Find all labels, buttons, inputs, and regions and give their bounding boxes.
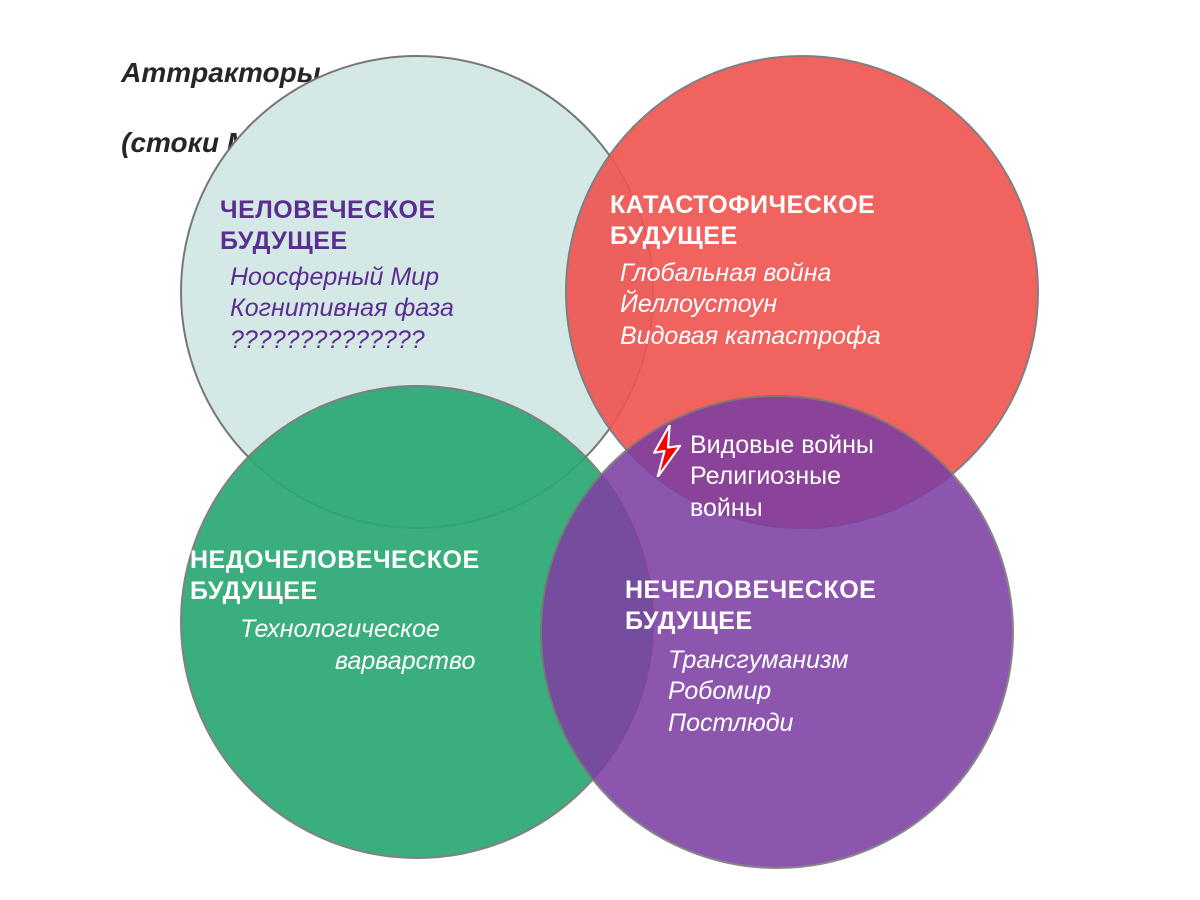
item-catastrophic-0: Глобальная война (620, 259, 831, 287)
lightning-shape (654, 425, 680, 477)
overlap-label: Видовые войны Религиозные войны (690, 430, 874, 524)
title-catastrophic-l1: КАТАСТОФИЧЕСКОЕ (610, 191, 875, 219)
heading-line-1: Аттракторы (121, 57, 321, 88)
overlap-line-1: Религиозные (690, 462, 841, 490)
items-human: Ноосферный Мир Когнитивная фаза ????????… (230, 262, 454, 356)
title-human-l2: БУДУЩЕЕ (220, 227, 348, 255)
diagram-stage: Аттракторы (стоки Миров): ЧЕЛОВЕЧЕСКОЕ Б… (0, 0, 1200, 900)
item-nonhuman-2: Постлюди (668, 709, 793, 737)
items-subhuman-b: варварство (335, 646, 475, 677)
item-human-2: ?????????????? (230, 326, 425, 354)
title-catastrophic-l2: БУДУЩЕЕ (610, 222, 738, 250)
title-nonhuman-l2: БУДУЩЕЕ (625, 607, 753, 635)
item-human-0: Ноосферный Мир (230, 263, 439, 291)
title-subhuman: НЕДОЧЕЛОВЕЧЕСКОЕ БУДУЩЕЕ (190, 545, 480, 608)
item-nonhuman-0: Трансгуманизм (668, 646, 849, 674)
item-human-1: Когнитивная фаза (230, 294, 454, 322)
title-human-l1: ЧЕЛОВЕЧЕСКОЕ (220, 196, 436, 224)
title-subhuman-l2: БУДУЩЕЕ (190, 577, 318, 605)
item-nonhuman-1: Робомир (668, 677, 771, 705)
items-nonhuman: Трансгуманизм Робомир Постлюди (668, 645, 849, 739)
title-nonhuman: НЕЧЕЛОВЕЧЕСКОЕ БУДУЩЕЕ (625, 575, 876, 638)
title-human: ЧЕЛОВЕЧЕСКОЕ БУДУЩЕЕ (220, 195, 436, 258)
title-catastrophic: КАТАСТОФИЧЕСКОЕ БУДУЩЕЕ (610, 190, 875, 253)
item-catastrophic-2: Видовая катастрофа (620, 322, 881, 350)
lightning-icon (650, 425, 686, 477)
title-subhuman-l1: НЕДОЧЕЛОВЕЧЕСКОЕ (190, 546, 480, 574)
item-catastrophic-1: Йеллоустоун (620, 290, 777, 318)
title-nonhuman-l1: НЕЧЕЛОВЕЧЕСКОЕ (625, 576, 876, 604)
overlap-line-0: Видовые войны (690, 431, 874, 459)
overlap-line-2: войны (690, 494, 763, 522)
items-catastrophic: Глобальная война Йеллоустоун Видовая кат… (620, 258, 881, 352)
item-subhuman-0: Технологическое (240, 615, 440, 643)
item-subhuman-1: варварство (335, 647, 475, 675)
items-subhuman-a: Технологическое (240, 614, 440, 645)
